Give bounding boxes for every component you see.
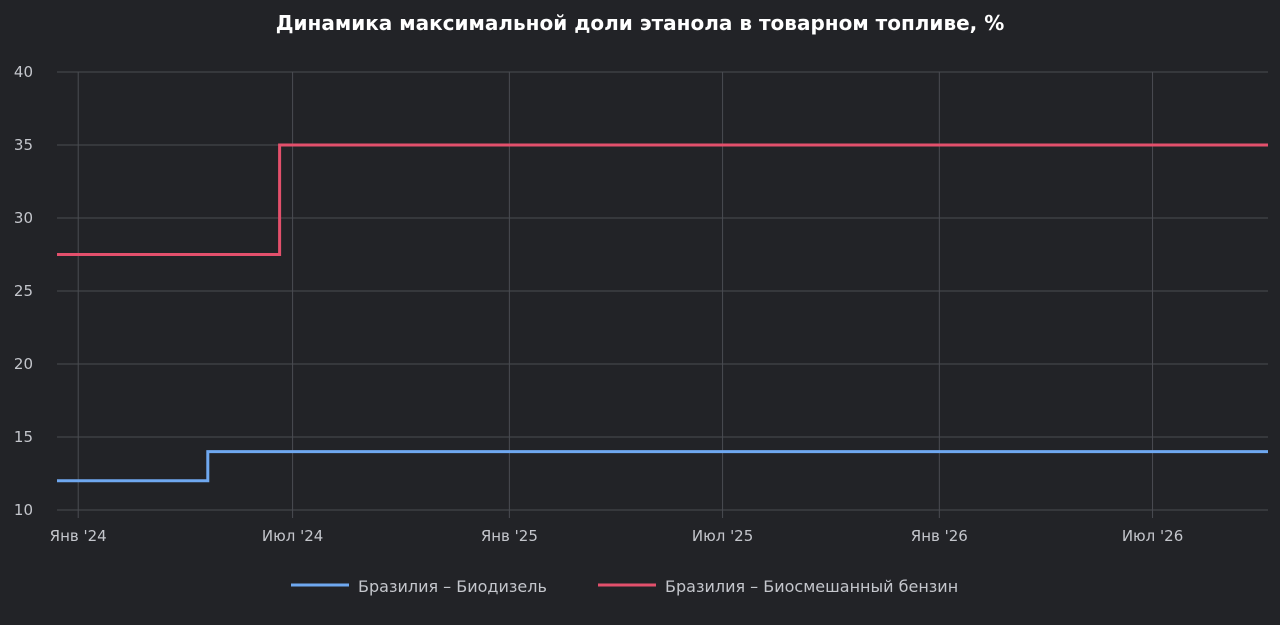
legend-label: Бразилия – Биосмешанный бензин	[665, 577, 958, 596]
x-tick-label: Июл '25	[692, 527, 753, 545]
y-tick-label: 15	[14, 428, 33, 446]
grid	[57, 71, 1268, 511]
legend-item-1[interactable]: Бразилия – Биосмешанный бензин	[598, 577, 958, 596]
series-line-1	[57, 143, 1268, 256]
y-axis: 10 15 20 25 30 35 40	[14, 63, 33, 519]
x-tick-label: Янв '25	[481, 527, 538, 545]
legend-item-0[interactable]: Бразилия – Биодизель	[291, 577, 547, 596]
x-tick-label: Янв '24	[50, 527, 107, 545]
y-tick-label: 30	[14, 209, 33, 227]
y-tick-label: 20	[14, 355, 33, 373]
y-tick-label: 35	[14, 136, 33, 154]
y-tick-label: 10	[14, 501, 33, 519]
chart-title: Динамика максимальной доли этанола в тов…	[276, 11, 1005, 35]
x-tick-label: Янв '26	[911, 527, 968, 545]
y-tick-label: 40	[14, 63, 33, 81]
y-tick-label: 25	[14, 282, 33, 300]
series-lines	[57, 143, 1268, 483]
x-axis: Янв '24 Июл '24 Янв '25 Июл '25 Янв '26 Июл '…	[50, 510, 1183, 545]
x-tick-label: Июл '26	[1122, 527, 1183, 545]
legend: Бразилия – Биодизель Бразилия – Биосмешан…	[291, 577, 958, 596]
series-line-0	[57, 450, 1268, 483]
x-tick-label: Июл '24	[262, 527, 323, 545]
legend-label: Бразилия – Биодизель	[358, 577, 547, 596]
